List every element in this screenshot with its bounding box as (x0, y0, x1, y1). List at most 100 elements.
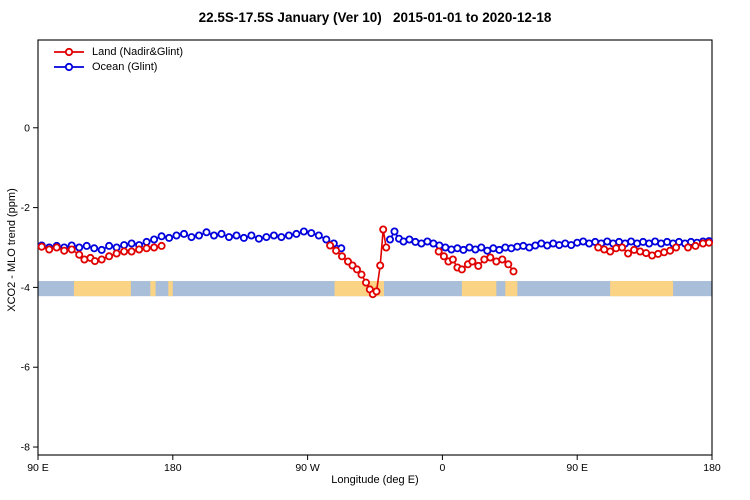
data-point-marker (247, 231, 256, 240)
data-point-marker (292, 229, 301, 238)
data-point-marker (486, 253, 495, 262)
data-point-marker (269, 231, 278, 240)
x-tick-label: 0 (439, 462, 445, 474)
legend: Land (Nadir&Glint) Ocean (Glint) (52, 44, 183, 74)
data-point-marker (52, 243, 61, 252)
x-tick-label: 90 E (27, 462, 49, 474)
legend-item-land: Land (Nadir&Glint) (52, 44, 183, 59)
data-point-marker (385, 235, 394, 244)
data-point-marker (209, 231, 218, 240)
data-point-marker (457, 265, 466, 274)
x-axis-label: Longitude (deg E) (331, 474, 419, 486)
data-point-marker (477, 243, 486, 252)
data-point-marker (372, 287, 381, 296)
data-point-marker (322, 235, 331, 244)
data-point-marker (142, 237, 151, 246)
data-point-marker (498, 255, 507, 264)
data-point-marker (468, 257, 477, 266)
data-point-marker (105, 241, 114, 250)
data-point-marker (262, 233, 271, 242)
x-tick-label: 180 (703, 462, 721, 474)
data-point-marker (142, 244, 151, 253)
data-point-marker (224, 233, 233, 242)
data-point-marker (434, 247, 443, 256)
data-point-marker (127, 247, 136, 256)
x-tick-label: 90 E (566, 462, 588, 474)
y-tick-label: -6 (21, 362, 30, 374)
data-point-marker (105, 252, 114, 261)
data-point-marker (202, 228, 211, 237)
data-point-marker (172, 231, 181, 240)
map-strip-land (150, 281, 156, 297)
y-tick-label: -2 (21, 202, 30, 214)
map-strip-land (73, 281, 131, 297)
data-point-marker (705, 238, 714, 247)
data-point-marker (504, 260, 513, 269)
data-point-marker (254, 234, 263, 243)
data-point-marker (672, 243, 681, 252)
data-point-marker (187, 233, 196, 242)
data-point-marker (239, 233, 248, 242)
data-point-marker (361, 278, 370, 287)
data-point-marker (75, 250, 84, 259)
data-point-marker (157, 232, 166, 241)
y-axis-label: XCO2 - MLO trend (ppm) (6, 188, 18, 312)
data-point-marker (194, 231, 203, 240)
data-point-marker (232, 231, 241, 240)
legend-item-ocean: Ocean (Glint) (52, 59, 183, 74)
data-point-marker (314, 231, 323, 240)
data-point-marker (474, 261, 483, 270)
data-point-marker (67, 245, 76, 254)
data-point-marker (90, 257, 99, 266)
map-strip-land (610, 281, 674, 297)
data-point-marker (606, 247, 615, 256)
chart-title: 22.5S-17.5S January (Ver 10) 2015-01-01 … (198, 10, 552, 25)
data-point-marker (135, 245, 144, 254)
map-strip-land (505, 281, 518, 297)
data-point-marker (75, 243, 84, 252)
data-point-marker (97, 255, 106, 264)
data-point-marker (357, 270, 366, 279)
x-tick-label: 180 (164, 462, 182, 474)
x-tick-label: 90 W (295, 462, 320, 474)
data-point-marker (120, 247, 129, 256)
data-point-marker (337, 252, 346, 261)
data-point-marker (376, 261, 385, 270)
data-point-marker (382, 243, 391, 252)
data-point-marker (624, 249, 633, 258)
data-point-marker (112, 249, 121, 258)
data-point-marker (284, 231, 293, 240)
data-point-marker (60, 246, 69, 255)
data-point-marker (97, 245, 106, 254)
data-point-marker (82, 241, 91, 250)
data-point-marker (691, 241, 700, 250)
data-point-marker (390, 227, 399, 236)
data-point-marker (127, 239, 136, 248)
data-point-marker (332, 246, 341, 255)
data-point-marker (326, 241, 335, 250)
ocean-series-marker-icon (54, 62, 84, 71)
y-tick-label: 0 (24, 122, 30, 134)
y-tick-label: -8 (21, 442, 30, 454)
data-point-marker (666, 246, 675, 255)
data-point-marker (448, 255, 457, 264)
land-series-marker-icon (54, 47, 84, 56)
data-point-marker (509, 267, 518, 276)
y-tick-label: -4 (21, 282, 30, 294)
data-point-marker (439, 252, 448, 261)
data-point-marker (150, 243, 159, 252)
data-point-marker (45, 245, 54, 254)
data-point-marker (217, 229, 226, 238)
map-strip-land (168, 281, 173, 297)
data-point-marker (150, 235, 159, 244)
data-point-marker (307, 229, 316, 238)
data-point-marker (352, 265, 361, 274)
data-point-marker (90, 244, 99, 253)
data-point-marker (379, 225, 388, 234)
map-strip-land (461, 281, 497, 297)
legend-label-land: Land (Nadir&Glint) (92, 45, 184, 58)
data-point-marker (165, 233, 174, 242)
data-point-marker (120, 241, 129, 250)
